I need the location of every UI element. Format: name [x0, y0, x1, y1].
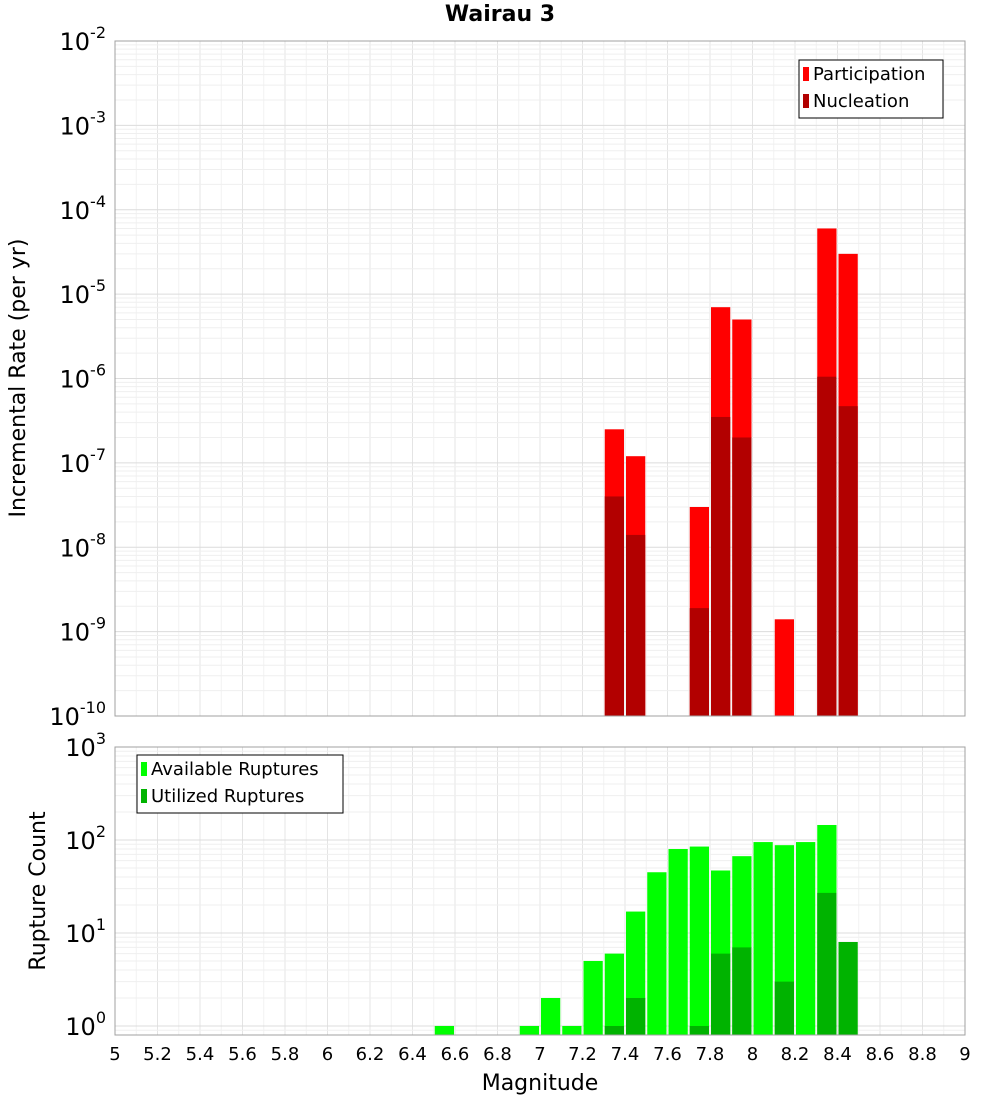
- x-tick-label: 8.2: [781, 1044, 810, 1065]
- x-tick-label: 7.4: [611, 1044, 640, 1065]
- x-tick-label: 5.4: [186, 1044, 215, 1065]
- x-tick-label: 9: [959, 1044, 970, 1065]
- legend-swatch: [803, 67, 809, 81]
- legend-entry: Utilized Ruptures: [151, 786, 304, 807]
- x-tick-label: 5.8: [271, 1044, 300, 1065]
- bottom-bar-available-ruptures: [541, 997, 561, 1035]
- y-tick-label: 101: [65, 915, 106, 948]
- bottom-bar-available-ruptures: [583, 960, 603, 1035]
- bottom-bar-utilized-ruptures: [626, 997, 646, 1035]
- bottom-bar-utilized-ruptures: [774, 981, 794, 1035]
- bottom-bars: [434, 824, 858, 1035]
- x-axis: 5 5.2 5.4 5.6 5.8 6 6.2 6.4 6.6 6.8 7 7.2 7.4 7.6 7.8 8…: [109, 1044, 970, 1065]
- bottom-bar-utilized-ruptures: [689, 1025, 709, 1035]
- bottom-bar-utilized-ruptures: [604, 1025, 624, 1035]
- y-axis-title-top: Incremental Rate (per yr): [6, 239, 31, 518]
- legend-box: [136, 754, 344, 814]
- legend-swatch: [141, 789, 147, 803]
- x-tick-label: 6.4: [398, 1044, 427, 1065]
- x-tick-label: 5.6: [228, 1044, 257, 1065]
- bottom-bar-utilized-ruptures: [711, 953, 731, 1035]
- x-tick-label: 7.8: [696, 1044, 725, 1065]
- bottom-bar-utilized-ruptures: [838, 942, 858, 1035]
- y-tick-label: 10-4: [60, 192, 107, 225]
- rupture-count-panel: 100 101 102 103 Available Ruptures Utilized R…: [65, 729, 966, 1041]
- bottom-bar-available-ruptures: [668, 849, 688, 1035]
- participation-nucleation-panel: 10-10 10-9 10-8 10-7 10-6 10-5 10-4 10-3 10-2 Par…: [49, 23, 966, 731]
- y-tick-label: 10-10: [49, 698, 106, 731]
- y-tick-label: 100: [65, 1008, 106, 1041]
- top-bar-nucleation: [817, 376, 837, 716]
- x-tick-label: 7.6: [653, 1044, 682, 1065]
- bottom-bar-available-ruptures: [796, 842, 816, 1035]
- top-y-ticks: 10-10 10-9 10-8 10-7 10-6 10-5 10-4 10-3 10-2: [49, 23, 106, 731]
- bottom-bar-available-ruptures: [689, 846, 709, 1035]
- y-tick-label: 10-7: [60, 445, 107, 478]
- chart-title: Wairau 3: [444, 2, 556, 27]
- x-tick-label: 7.2: [568, 1044, 597, 1065]
- bottom-bar-utilized-ruptures: [817, 892, 837, 1035]
- x-tick-label: 7: [534, 1044, 545, 1065]
- x-tick-label: 8.4: [823, 1044, 852, 1065]
- legend-entry: Nucleation: [813, 91, 909, 112]
- x-tick-label: 8.8: [908, 1044, 937, 1065]
- legend-swatch: [141, 762, 147, 776]
- y-tick-label: 10-9: [60, 614, 107, 647]
- legend-entry: Available Ruptures: [151, 759, 319, 780]
- y-tick-label: 10-2: [60, 23, 107, 56]
- top-grid: [114, 41, 966, 717]
- top-bar-participation: [774, 619, 794, 716]
- legend-swatch: [803, 94, 809, 108]
- y-tick-label: 102: [65, 822, 106, 855]
- y-tick-label: 10-3: [60, 107, 107, 140]
- bottom-bar-available-ruptures: [562, 1025, 582, 1035]
- y-tick-label: 10-8: [60, 529, 107, 562]
- x-tick-label: 6.2: [356, 1044, 385, 1065]
- top-bar-nucleation: [711, 416, 731, 716]
- top-bar-nucleation: [689, 608, 709, 716]
- x-tick-label: 5: [109, 1044, 120, 1065]
- bottom-bar-available-ruptures: [434, 1025, 454, 1035]
- top-bar-nucleation: [626, 534, 646, 716]
- x-tick-label: 5.2: [143, 1044, 172, 1065]
- bottom-legend: Available Ruptures Utilized Ruptures: [136, 754, 344, 814]
- bottom-bar-available-ruptures: [519, 1025, 539, 1035]
- y-axis-title-bottom: Rupture Count: [26, 811, 51, 971]
- x-axis-title: Magnitude: [482, 1071, 599, 1096]
- top-legend: Participation Nucleation: [798, 59, 944, 119]
- bottom-y-ticks: 100 101 102 103: [65, 729, 106, 1041]
- bottom-bar-available-ruptures: [647, 872, 667, 1035]
- bottom-bar-available-ruptures: [604, 953, 624, 1035]
- x-tick-label: 6.8: [483, 1044, 512, 1065]
- x-tick-label: 8: [747, 1044, 758, 1065]
- x-tick-label: 6.6: [441, 1044, 470, 1065]
- y-tick-label: 103: [65, 729, 106, 762]
- top-bar-nucleation: [732, 437, 752, 716]
- top-bar-nucleation: [838, 406, 858, 716]
- y-tick-label: 10-6: [60, 361, 107, 394]
- top-bar-nucleation: [604, 496, 624, 716]
- x-tick-label: 6: [322, 1044, 333, 1065]
- bottom-bar-available-ruptures: [753, 842, 773, 1035]
- top-plot-frame: [114, 40, 966, 717]
- y-tick-label: 10-5: [60, 276, 107, 309]
- bottom-plot-frame: [114, 746, 966, 1036]
- bottom-bar-utilized-ruptures: [732, 947, 752, 1035]
- top-bars: [604, 228, 858, 716]
- legend-box: [798, 59, 944, 119]
- x-tick-label: 8.6: [866, 1044, 895, 1065]
- legend-entry: Participation: [813, 64, 925, 85]
